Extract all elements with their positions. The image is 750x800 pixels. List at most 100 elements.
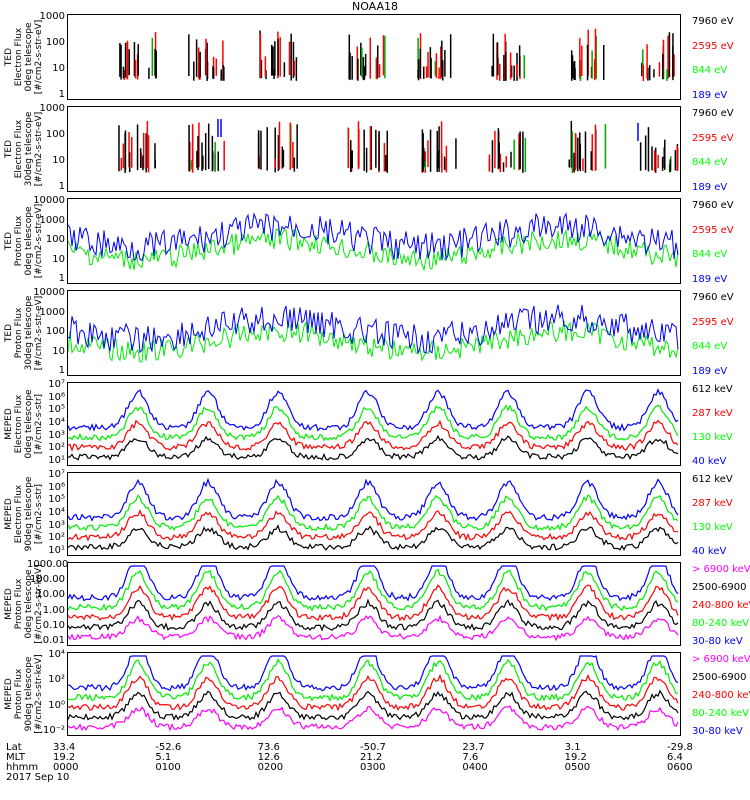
series-trace (68, 598, 679, 632)
series-trace (68, 524, 679, 551)
series-trace (68, 568, 679, 612)
legend-entry: 189 eV (692, 366, 728, 377)
y-tick-label: 100.00 (30, 574, 65, 586)
y-tick-label: 10⁵ (48, 494, 65, 506)
footer-value: 19.2 (564, 752, 587, 763)
series-trace (68, 493, 679, 532)
footer-value: 0600 (667, 762, 693, 773)
series-trace (68, 705, 679, 732)
legend-entry: 80-240 keV (692, 618, 750, 629)
chart-title: NOAA18 (351, 0, 399, 13)
y-tick-label: 1000.00 (27, 559, 69, 570)
footer-value: 3.1 (564, 742, 581, 753)
legend-entry: 287 keV (692, 408, 733, 419)
legend-entry: 2595 eV (692, 316, 734, 328)
series-844ev (68, 320, 679, 363)
y-tick-label: 10⁴ (48, 507, 65, 518)
panel-2 (67, 106, 681, 192)
footer-value: 33.4 (53, 742, 76, 753)
legend-entry: 7960 eV (692, 108, 734, 119)
y-tick-label: 10¹ (48, 455, 65, 466)
panel-plot (68, 565, 679, 642)
y-tick-label: 100 (45, 326, 65, 337)
y-tick-label: 10⁷ (48, 379, 65, 390)
panel-8 (67, 652, 681, 736)
legend-entry: > 6900 keV (692, 654, 750, 665)
y-tick-label: 1 (58, 365, 65, 376)
footer-value: 6.4 (667, 752, 683, 763)
footer-value: -50.7 (360, 742, 386, 753)
panel-plot (119, 28, 675, 81)
footer-value: 23.7 (462, 742, 485, 753)
y-tick-label: 100 (45, 129, 65, 140)
panel-plot (68, 477, 679, 551)
series-trace (68, 655, 679, 692)
legend-entry: 844 eV (692, 341, 728, 353)
legend-entry: 7960 eV (692, 16, 734, 27)
y-tick-label: 0.01 (42, 635, 65, 646)
y-tick-label: 10⁷ (48, 469, 65, 480)
footer-value: 7.6 (462, 752, 479, 763)
series-trace (68, 584, 679, 622)
y-tick-label: 10 (52, 253, 65, 265)
y-tick-label: 10⁶ (48, 481, 65, 493)
y-tick-label: 10.00 (36, 589, 65, 601)
footer-date: 2017 Sep 10 (6, 772, 70, 783)
footer-value: 0000 (53, 762, 79, 773)
legend-entry: 287 keV (692, 498, 733, 509)
legend-entry: 2500-6900 (692, 672, 747, 683)
series-trace (68, 565, 679, 602)
footer-value: -52.6 (155, 742, 182, 753)
footer-row-label: hhmm (6, 762, 39, 773)
legend-entry: 30-80 keV (692, 726, 743, 737)
y-tick-label: 1000 (39, 214, 65, 226)
series-trace (68, 673, 679, 712)
footer-value: 21.2 (360, 752, 383, 763)
panel-1 (67, 14, 681, 100)
y-tick-label: 100 (45, 37, 65, 48)
y-tick-label: 1.00 (42, 604, 65, 616)
series-trace (68, 689, 679, 721)
panel-3 (67, 198, 681, 284)
series-trace (68, 434, 679, 461)
y-tick-label: 10 (52, 155, 65, 166)
footer-value: 0400 (462, 762, 488, 773)
footer-row-label: Lat (6, 742, 22, 753)
series-trace (68, 658, 678, 702)
footer-value: -29.8 (667, 742, 693, 753)
y-tick-label: 10³ (48, 429, 65, 441)
y-tick-label: 1000 (39, 11, 65, 22)
panel-plot (68, 388, 679, 461)
legend-entry: 2595 eV (692, 40, 734, 52)
footer-value: 73.6 (257, 742, 280, 753)
y-tick-label: 10⁴ (48, 417, 65, 428)
series-trace (68, 419, 679, 452)
y-tick-label: 10 (52, 63, 65, 74)
panel-6 (67, 472, 681, 556)
legend-entry: 40 keV (692, 546, 727, 557)
legend-entry: 80-240 keV (692, 708, 750, 719)
legend-entry: 240-800 keV (692, 600, 750, 611)
footer-row-label: MLT (6, 752, 25, 763)
series-189ev (68, 304, 679, 354)
legend-entry: 844 eV (692, 65, 728, 77)
y-tick-label: 10⁻² (42, 725, 65, 736)
legend-entry: 2595 eV (692, 224, 734, 236)
legend-entry: 30-80 keV (692, 636, 743, 647)
legend-entry: 2595 eV (692, 132, 734, 144)
y-tick-label: 100 (45, 234, 65, 245)
y-tick-label: 10² (48, 532, 65, 544)
y-tick-label: 1 (58, 181, 65, 192)
y-tick-label: 0.10 (42, 619, 65, 631)
legend-entry: 130 keV (692, 432, 733, 443)
legend-entry: 240-800 keV (692, 690, 750, 701)
y-tick-label: 10² (48, 674, 65, 686)
legend-entry: 40 keV (692, 456, 727, 467)
y-tick-label: 10⁰ (48, 699, 65, 711)
legend-entry: 2500-6900 (692, 582, 747, 593)
series-trace (68, 404, 679, 442)
footer-value: 0200 (257, 762, 284, 773)
panel-plot (68, 655, 679, 732)
series-189ev (68, 212, 679, 262)
